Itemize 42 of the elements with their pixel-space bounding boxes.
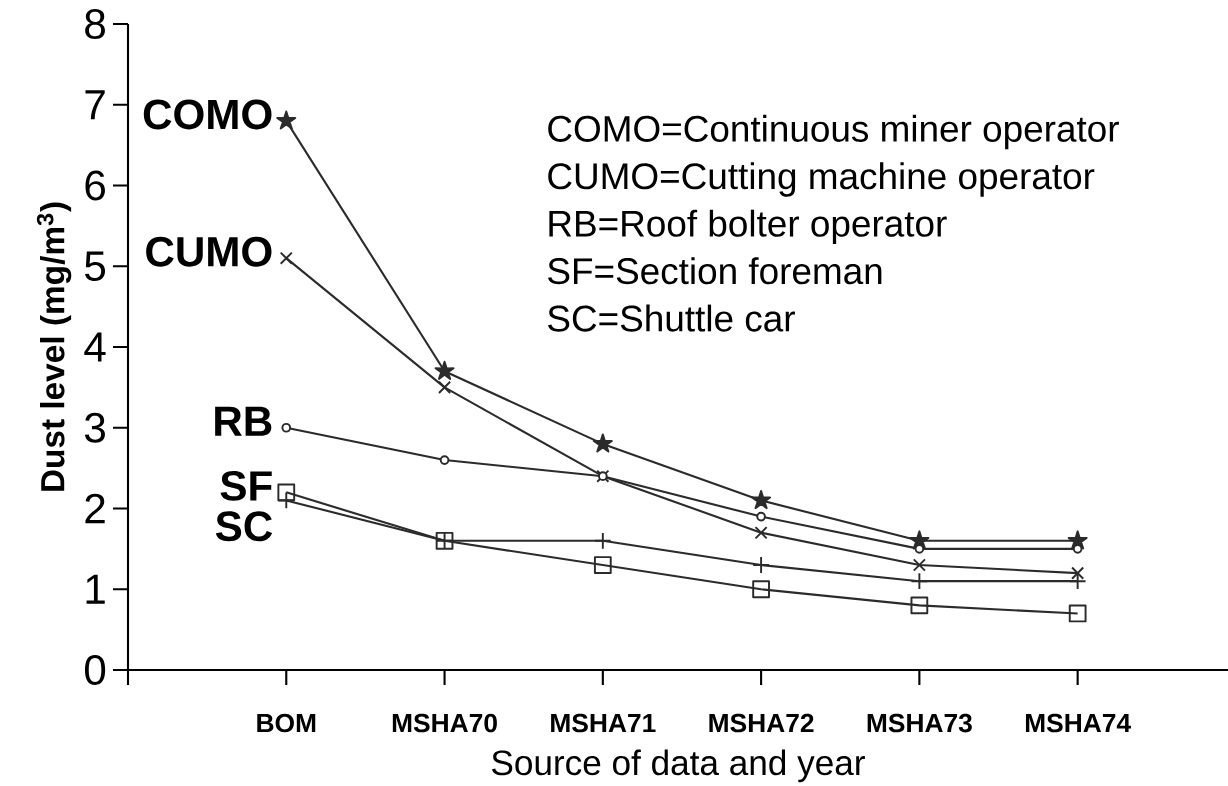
y-axis-title: Dust level (mg/m$^{3}$) [36, 202, 72, 491]
annotation: SC=Shuttle car [548, 304, 795, 332]
point [281, 422, 292, 433]
series-label: SC [215, 511, 273, 542]
y-tick-label: 6 [85, 170, 105, 201]
series-label: SF [220, 470, 272, 501]
series-label: RB [215, 406, 272, 436]
annotation: COMO=Continuous miner operator [548, 114, 1119, 150]
point [752, 580, 770, 599]
x-tick-label: MSHA72 [709, 713, 814, 733]
y-tick-label: 8 [85, 9, 105, 39]
y-tick-label: 0 [84, 655, 106, 685]
annotation: RB=Roof bolter operator [549, 209, 947, 245]
x-tick-label: BOM [257, 713, 316, 733]
point [912, 558, 926, 572]
point [751, 489, 772, 510]
point [754, 526, 768, 540]
x-tick-label: MSHA71 [551, 713, 656, 733]
y-tick-label: 5 [85, 251, 106, 281]
x-tick-label: MSHA74 [1025, 713, 1131, 733]
y-tick-label: 3 [84, 412, 105, 443]
y-tick-label: 1 [86, 574, 105, 604]
point [276, 110, 297, 130]
point [437, 380, 452, 394]
point [910, 596, 929, 615]
point [434, 360, 455, 380]
point [439, 455, 450, 465]
series-label: CUMO [146, 236, 272, 267]
y-tick-label: 4 [84, 332, 106, 362]
point [756, 511, 766, 522]
point [592, 433, 613, 453]
x-tick-label: MSHA70 [392, 713, 497, 733]
y-tick-label: 2 [85, 493, 105, 524]
annotation: CUMO=Cutting machine operator [548, 162, 1095, 197]
x-tick-label: MSHA73 [867, 713, 972, 733]
y-tick-label: 7 [85, 90, 105, 120]
x-axis-title: Source of data and year [492, 749, 865, 783]
point [1068, 604, 1087, 623]
annotation: SF=Section foreman [548, 257, 882, 285]
point [593, 556, 612, 574]
point [279, 251, 293, 265]
series-label: COMO [143, 99, 272, 130]
